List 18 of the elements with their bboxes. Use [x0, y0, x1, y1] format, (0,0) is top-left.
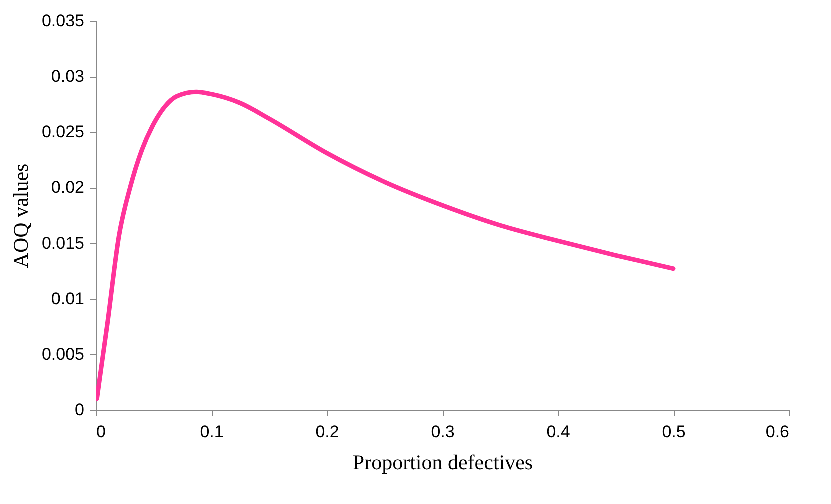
x-tick-label: 0.1	[200, 422, 224, 442]
y-tick-label: 0.005	[42, 344, 84, 364]
y-tick-label: 0.01	[51, 289, 84, 308]
y-tick-label: 0.025	[42, 122, 84, 142]
x-tick-label: 0.4	[546, 422, 570, 442]
x-tick-label: 0.3	[431, 422, 455, 442]
y-axis-title: AOQ values	[8, 164, 33, 268]
y-tick-label: 0.02	[51, 178, 84, 198]
x-tick-label: 0.6	[766, 422, 790, 442]
line-series	[96, 90, 676, 402]
x-axis-title: Proportion defectives	[352, 450, 534, 474]
y-tick-label: 0.03	[51, 67, 84, 86]
y-tick-label: 0.035	[42, 12, 84, 30]
y-tick-label: 0	[75, 400, 84, 420]
x-tick-label: 0.5	[662, 422, 686, 442]
x-tick-label: 0	[96, 422, 106, 442]
y-tick-label: 0.015	[42, 234, 84, 253]
x-tick-label: 0.2	[316, 422, 340, 442]
